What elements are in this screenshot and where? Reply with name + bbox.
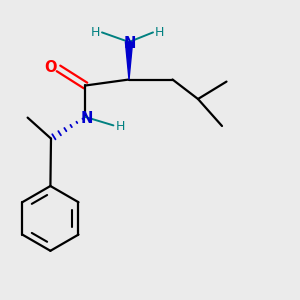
Polygon shape: [125, 42, 133, 80]
Text: N: N: [123, 36, 136, 51]
Text: H: H: [155, 26, 164, 39]
Text: H: H: [91, 26, 100, 39]
Text: H: H: [116, 119, 125, 133]
Text: O: O: [44, 60, 56, 75]
Text: N: N: [80, 111, 93, 126]
